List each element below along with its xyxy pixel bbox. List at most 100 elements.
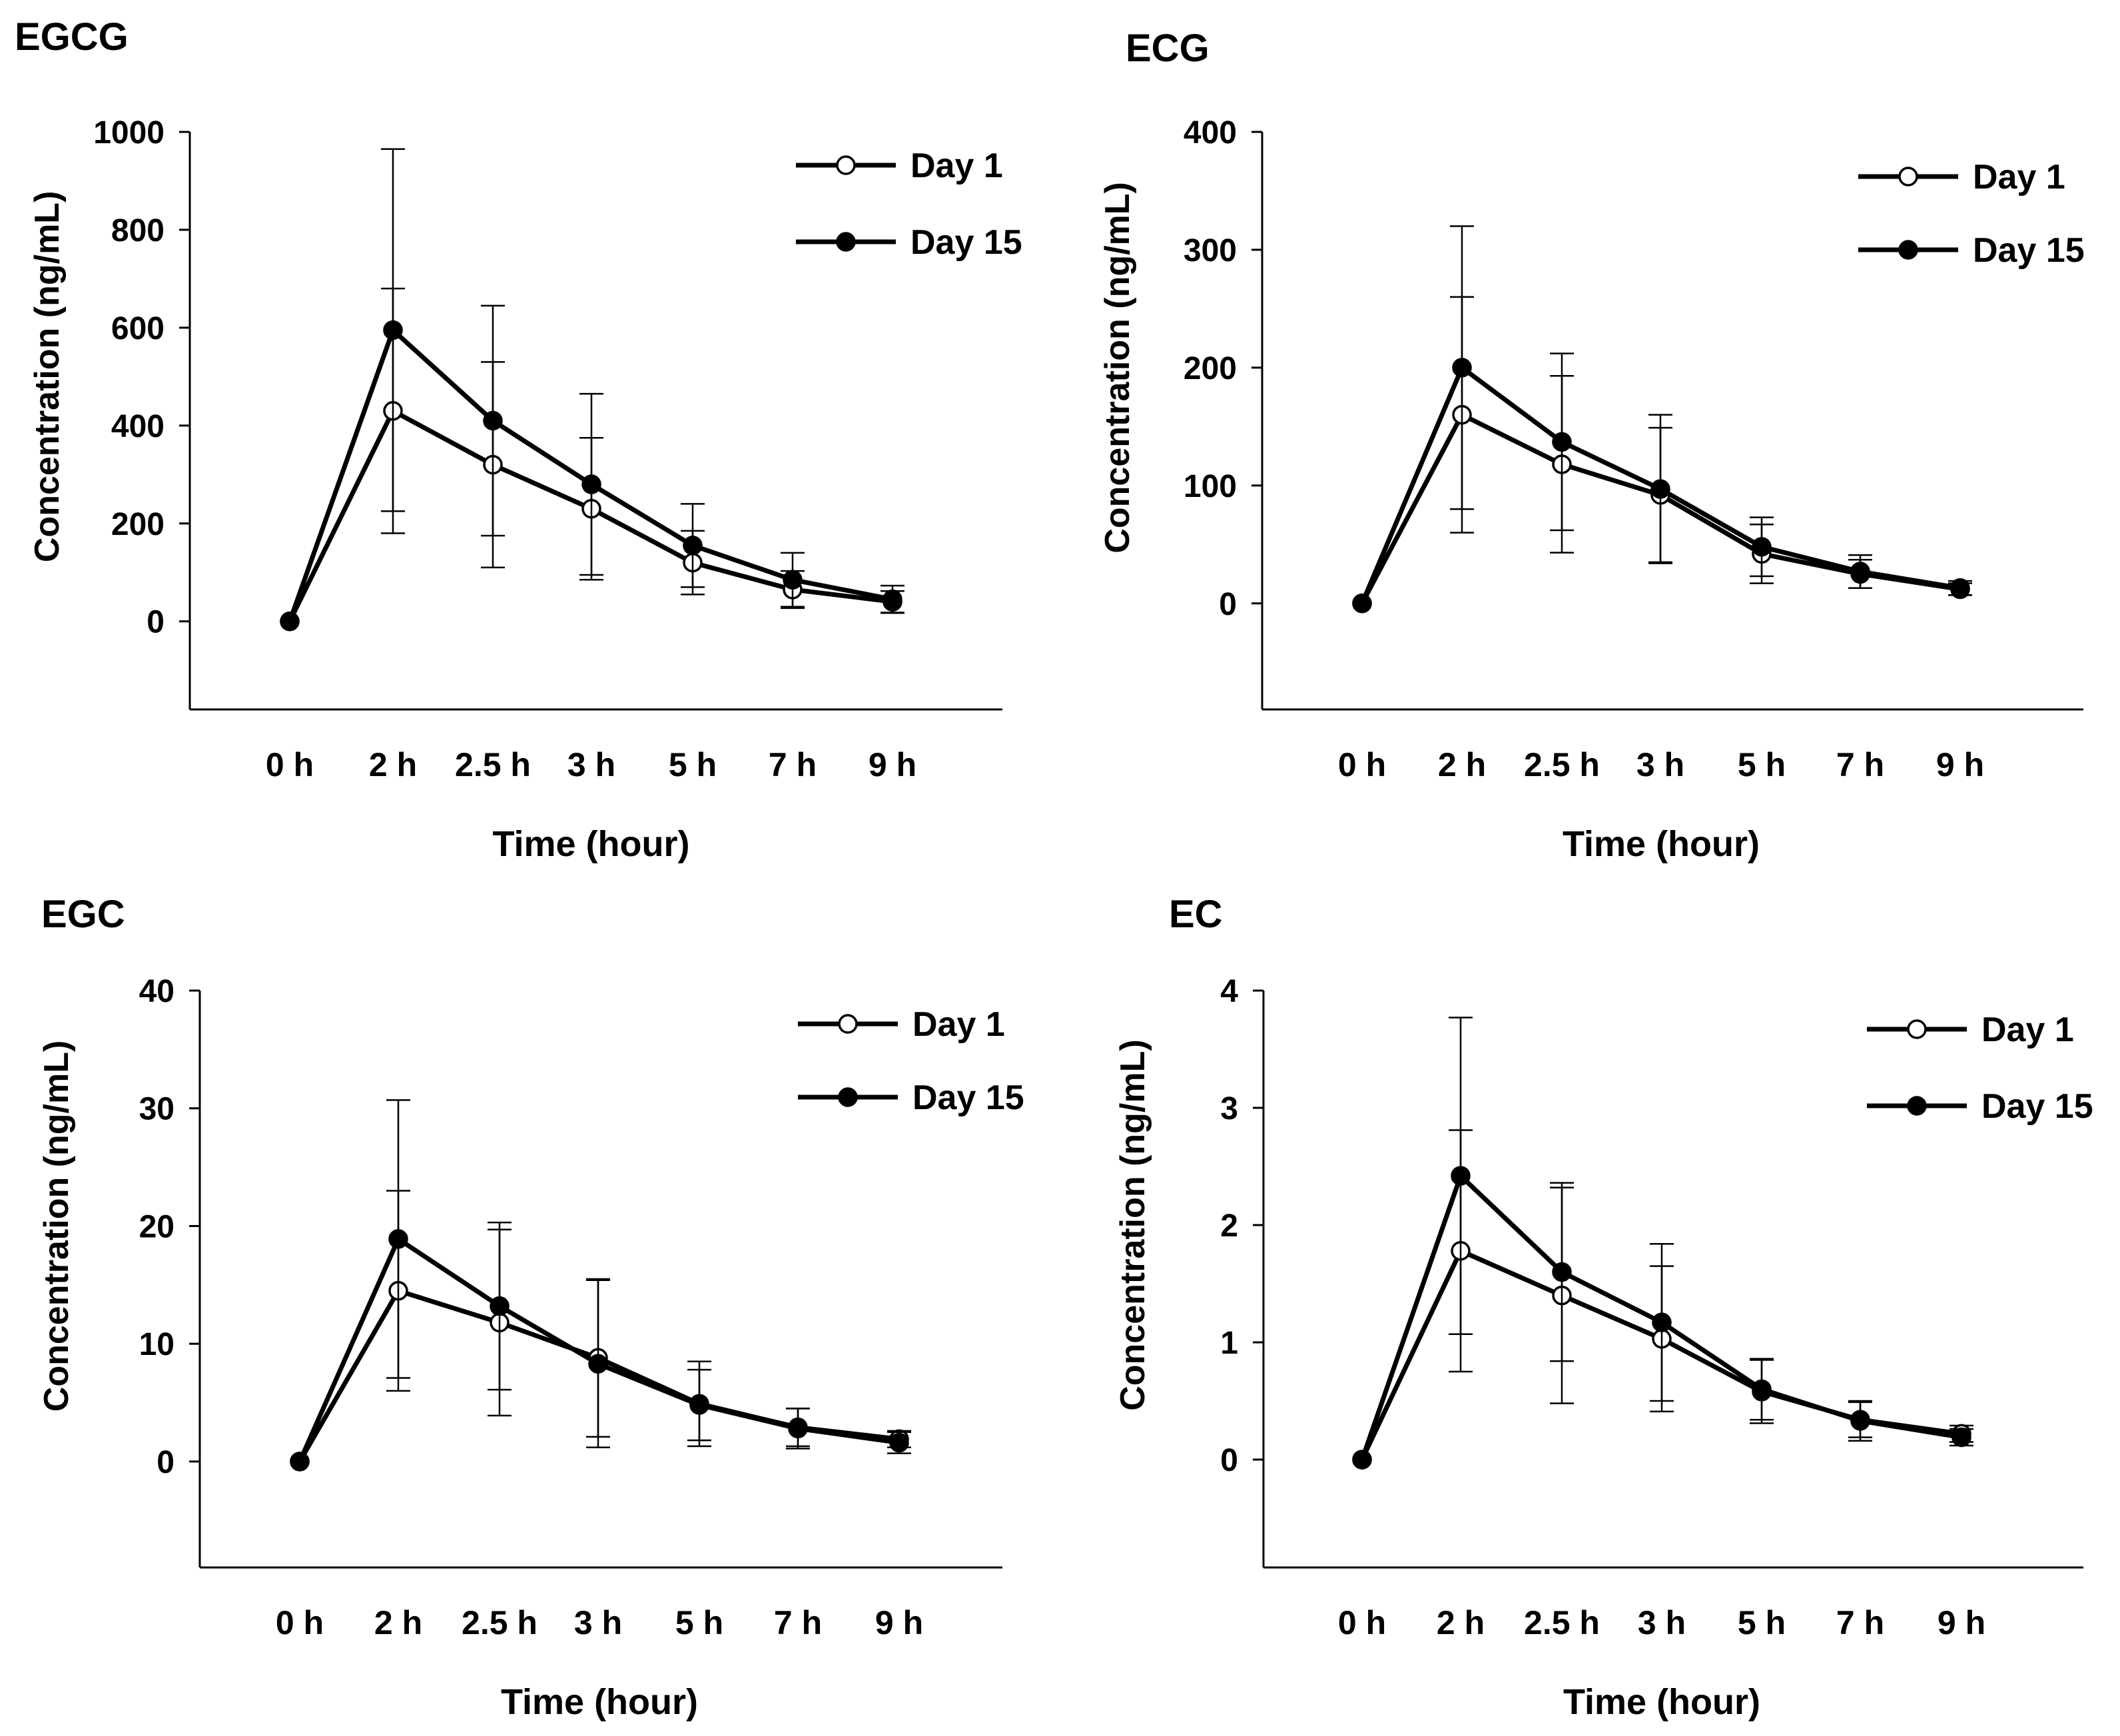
data-point xyxy=(788,1418,808,1439)
x-tick-label: 7 h xyxy=(774,1604,822,1641)
y-tick-label: 0 xyxy=(1220,1443,1238,1478)
x-tick-label: 9 h xyxy=(1936,746,1984,783)
y-tick-label: 4 xyxy=(1220,974,1238,1009)
legend-entry: Day 15 xyxy=(1867,1087,2093,1126)
data-point xyxy=(383,320,403,340)
y-tick-label: 30 xyxy=(139,1092,175,1127)
data-point xyxy=(1951,1427,1971,1448)
x-tick-label: 3 h xyxy=(1638,1604,1686,1641)
y-axis-title: Concentration (ng/mL) xyxy=(28,191,67,563)
x-tick-label: 7 h xyxy=(1836,1604,1884,1641)
y-tick-label: 3 xyxy=(1220,1091,1238,1126)
x-tick-label: 5 h xyxy=(1738,1604,1786,1641)
y-tick-label: 400 xyxy=(111,409,165,444)
data-point xyxy=(1552,432,1572,452)
legend-label: Day 15 xyxy=(910,223,1022,262)
x-tick-label: 7 h xyxy=(1836,746,1884,783)
y-tick-label: 2 xyxy=(1220,1208,1238,1244)
data-point xyxy=(1452,358,1472,378)
chart-panel-egc: EGC 0 10 20 30 40 0 h 2 h 2.5 h 3 h 5 h 7 h 9 h Time … xyxy=(37,893,1024,1722)
x-tick-label: 9 h xyxy=(869,746,916,783)
panel-title: EC xyxy=(1169,893,1223,936)
legend-entry: Day 1 xyxy=(798,1005,1005,1044)
x-tick-label: 9 h xyxy=(1938,1604,1985,1641)
y-tick-label: 200 xyxy=(1184,351,1237,386)
y-tick-label: 0 xyxy=(157,1445,175,1480)
x-axis-title: Time (hour) xyxy=(501,1682,698,1722)
legend-marker xyxy=(836,155,856,175)
data-point xyxy=(1752,537,1772,557)
panel-title: ECG xyxy=(1126,27,1210,70)
y-tick-label: 600 xyxy=(111,311,165,346)
legend-label: Day 15 xyxy=(1981,1087,2093,1126)
x-tick-label: 0 h xyxy=(1338,746,1386,783)
data-point xyxy=(280,611,300,632)
data-point xyxy=(483,410,503,431)
series-day-15 xyxy=(1352,225,1972,614)
x-tick-label: 5 h xyxy=(1738,746,1786,783)
legend-label: Day 1 xyxy=(1981,1011,2074,1049)
legend-label: Day 15 xyxy=(1973,231,2085,270)
legend-entry: Day 1 xyxy=(1867,1011,2074,1049)
x-tick-label: 2 h xyxy=(1437,1604,1485,1641)
y-tick-label: 0 xyxy=(147,605,165,640)
legend-marker xyxy=(1898,167,1918,187)
data-point xyxy=(883,589,902,610)
legend-label: Day 1 xyxy=(910,147,1003,185)
data-point xyxy=(1352,1450,1372,1470)
series-day-1 xyxy=(1352,296,1972,614)
legend-marker xyxy=(836,232,856,252)
series-day-15 xyxy=(1352,1017,1973,1470)
series-line xyxy=(297,1288,900,1463)
legend-marker xyxy=(838,1087,858,1107)
series-day-15 xyxy=(290,1099,911,1472)
x-tick-label: 7 h xyxy=(769,746,817,783)
legend-entry: Day 15 xyxy=(1858,231,2085,270)
data-point xyxy=(889,1432,909,1453)
panel-title: EGCG xyxy=(15,15,129,59)
x-tick-label: 2 h xyxy=(374,1604,422,1641)
y-tick-label: 0 xyxy=(1219,587,1237,622)
x-tick-label: 5 h xyxy=(675,1604,723,1641)
series-day-1 xyxy=(1352,1129,1973,1470)
data-point xyxy=(1850,1411,1870,1431)
y-tick-label: 20 xyxy=(139,1209,175,1244)
data-point xyxy=(1650,479,1670,499)
data-point xyxy=(1652,1312,1672,1332)
y-axis-title: Concentration (ng/mL) xyxy=(1114,1039,1152,1411)
x-axis-title: Time (hour) xyxy=(493,824,690,864)
x-tick-label: 9 h xyxy=(875,1604,923,1641)
x-tick-label: 2 h xyxy=(369,746,417,783)
y-axis-title: Concentration (ng/mL) xyxy=(1098,182,1137,554)
data-point xyxy=(783,570,803,590)
y-tick-label: 1 xyxy=(1220,1326,1238,1361)
panel-title: EGC xyxy=(41,893,125,936)
x-tick-label: 0 h xyxy=(276,1604,324,1641)
x-axis-title: Time (hour) xyxy=(1563,1682,1760,1722)
series-day-1 xyxy=(280,287,904,632)
data-point xyxy=(1752,1379,1772,1400)
chart-panel-ec: EC 0 1 2 3 4 0 h 2 h 2.5 h 3 h 5 h 7 h 9 h Time (hour… xyxy=(1114,893,2093,1722)
x-tick-label: 3 h xyxy=(574,1604,622,1641)
x-tick-label: 2.5 h xyxy=(1524,1604,1600,1641)
legend-label: Day 15 xyxy=(912,1079,1024,1117)
legend-entry: Day 1 xyxy=(796,147,1003,185)
data-point xyxy=(490,1296,510,1316)
legend-entry: Day 15 xyxy=(796,223,1022,262)
legend-entry: Day 15 xyxy=(798,1079,1024,1117)
chart-panel-egcg: EGCG 0 200 400 600 800 1000 0 h 2 h 2.5 h 3 h 5 h 7 … xyxy=(15,15,1022,864)
x-tick-label: 2.5 h xyxy=(462,1604,537,1641)
legend-label: Day 1 xyxy=(1973,158,2065,197)
data-point xyxy=(1552,1262,1572,1282)
x-tick-label: 2.5 h xyxy=(1524,746,1600,783)
x-tick-label: 2 h xyxy=(1438,746,1486,783)
series-day-1 xyxy=(290,1190,911,1472)
x-tick-label: 3 h xyxy=(1636,746,1684,783)
x-tick-label: 5 h xyxy=(669,746,717,783)
data-point xyxy=(1950,578,1970,598)
legend-marker xyxy=(1907,1096,1927,1116)
chart-panel-ecg: ECG 0 100 200 300 400 0 h 2 h 2.5 h 3 h 5 h 7 h 9 h T… xyxy=(1098,27,2085,864)
data-point xyxy=(683,536,703,556)
y-tick-label: 400 xyxy=(1184,115,1237,151)
